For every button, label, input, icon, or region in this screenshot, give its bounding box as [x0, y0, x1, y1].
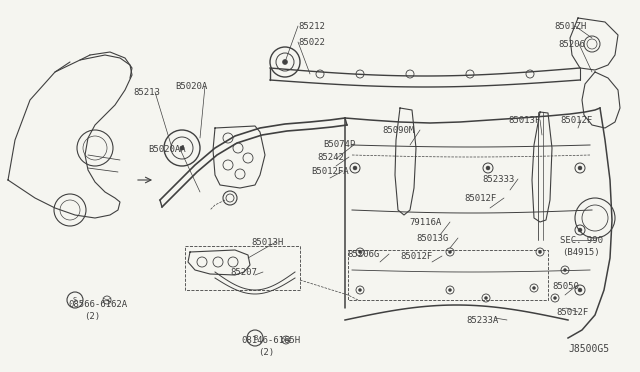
Text: 85242: 85242 — [317, 153, 344, 162]
Text: B5020A: B5020A — [175, 82, 207, 91]
Text: 85012F: 85012F — [400, 252, 432, 261]
Circle shape — [449, 250, 451, 253]
Circle shape — [538, 250, 541, 253]
Text: 85012F: 85012F — [560, 116, 592, 125]
Circle shape — [358, 289, 362, 292]
Circle shape — [449, 289, 451, 292]
Text: B: B — [253, 335, 257, 341]
Circle shape — [180, 146, 184, 150]
Text: 85206: 85206 — [558, 40, 585, 49]
Text: 85090M: 85090M — [382, 126, 414, 135]
Text: SEC. 990: SEC. 990 — [560, 236, 603, 245]
Text: 85050: 85050 — [552, 282, 579, 291]
Text: B5020AA: B5020AA — [148, 145, 186, 154]
Circle shape — [578, 228, 582, 232]
Text: (2): (2) — [84, 312, 100, 321]
Text: (2): (2) — [258, 348, 274, 357]
Text: 85022: 85022 — [298, 38, 325, 47]
Text: S: S — [73, 297, 77, 303]
Circle shape — [353, 166, 357, 170]
Text: 85012F: 85012F — [556, 308, 588, 317]
Circle shape — [578, 288, 582, 292]
Circle shape — [282, 60, 287, 64]
Circle shape — [563, 269, 566, 272]
Text: 85212: 85212 — [298, 22, 325, 31]
Circle shape — [484, 296, 488, 299]
Text: 79116A: 79116A — [409, 218, 441, 227]
Text: 85213: 85213 — [133, 88, 160, 97]
Text: (B4915): (B4915) — [562, 248, 600, 257]
Text: 852333: 852333 — [482, 175, 515, 184]
Text: 85233A: 85233A — [466, 316, 499, 325]
Text: 85012F: 85012F — [464, 194, 496, 203]
Text: 85013F: 85013F — [508, 116, 540, 125]
Text: 08566-6162A: 08566-6162A — [68, 300, 127, 309]
Text: 85013H: 85013H — [251, 238, 284, 247]
Text: B5074P: B5074P — [323, 140, 355, 149]
Text: J8500G5: J8500G5 — [569, 344, 610, 354]
Text: 85206G: 85206G — [347, 250, 380, 259]
Text: 85207: 85207 — [230, 268, 257, 277]
Text: 8501ZH: 8501ZH — [554, 22, 586, 31]
Circle shape — [532, 286, 536, 289]
Circle shape — [578, 166, 582, 170]
Text: B5012FA: B5012FA — [311, 167, 349, 176]
Text: 85013G: 85013G — [416, 234, 448, 243]
Circle shape — [358, 250, 362, 253]
Circle shape — [554, 296, 557, 299]
Text: 08146-6165H: 08146-6165H — [241, 336, 300, 345]
Circle shape — [486, 166, 490, 170]
